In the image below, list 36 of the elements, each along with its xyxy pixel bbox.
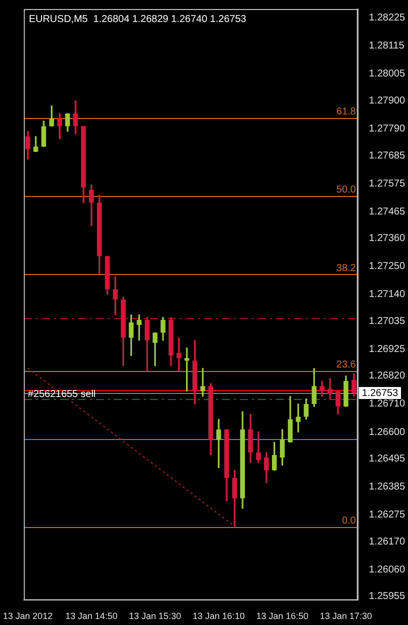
y-tick-label: 1.27035 (368, 316, 406, 327)
y-tick-label: 1.27790 (368, 124, 406, 135)
y-tick-label: 1.28115 (368, 40, 405, 52)
y-tick-label: 1.26170 (368, 536, 406, 548)
y-tick-label: 1.27465 (368, 206, 406, 218)
annotation: 0.0 (342, 516, 356, 527)
ref-line-label: 1.26753 (362, 388, 398, 399)
y-tick-label: 1.28005 (368, 68, 406, 80)
annotation: 61.8 (336, 106, 356, 118)
y-tick-label: 1.28225 (368, 12, 406, 24)
y-tick-label: 1.27685 (368, 150, 406, 162)
y-tick-label: 1.27575 (368, 178, 406, 190)
x-tick-label: 13 Jan 17:30 (320, 611, 372, 622)
text: EURUSD,M5 1.26804 1.26829 1.26740 1.26753 (28, 14, 247, 25)
x-tick-label: 13 Jan 2012 (3, 611, 53, 622)
annotation: 50.0 (336, 184, 356, 196)
x-tick-label: 13 Jan 15:30 (129, 611, 182, 622)
y-tick-label: 1.26060 (368, 564, 406, 576)
ref-line-label: #25621655 sell (28, 388, 96, 400)
y-tick-label: 1.27900 (368, 95, 406, 106)
x-tick-label: 13 Jan 16:50 (256, 611, 308, 622)
annotation: 38.2 (336, 263, 356, 274)
y-tick-label: 1.26820 (368, 370, 406, 382)
y-tick-label: 1.27250 (368, 261, 406, 272)
y-tick-label: 1.26495 (368, 454, 406, 465)
y-tick-label: 1.27140 (368, 289, 406, 300)
x-tick-label: 13 Jan 16:10 (192, 611, 245, 622)
y-tick-label: 1.26710 (368, 398, 406, 410)
annotation: 23.6 (336, 359, 356, 370)
y-tick-label: 1.26925 (368, 344, 406, 355)
y-tick-label: 1.26385 (368, 482, 406, 493)
y-tick-label: 1.26275 (368, 510, 406, 521)
y-tick-label: 1.26600 (368, 426, 406, 438)
y-tick-label: 1.25955 (368, 591, 406, 602)
y-tick-label: 1.27360 (368, 233, 406, 244)
x-tick-label: 13 Jan 14:50 (65, 611, 118, 622)
